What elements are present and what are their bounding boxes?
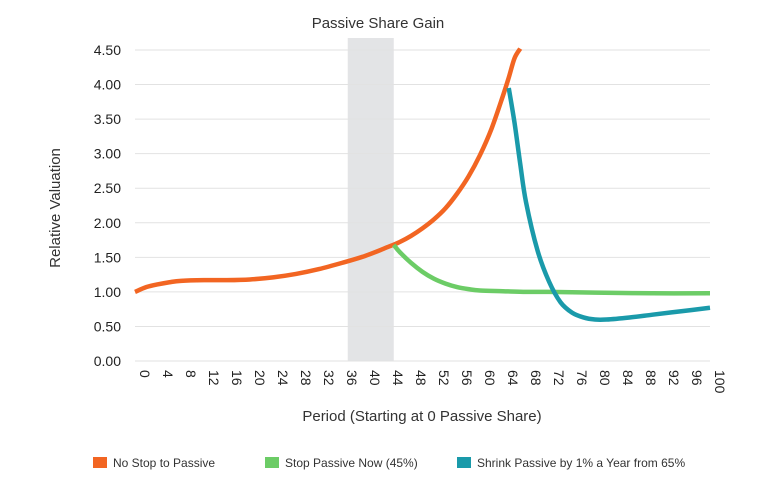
x-axis-ticks: 0 4 8 12 16 20 24 28 32 36 40 44 48 52 56 60 64 68 72 76 80 8… (137, 370, 728, 394)
x-tick-label: 0 (137, 370, 153, 378)
x-axis-label: Period (Starting at 0 Passive Share) (302, 408, 541, 425)
x-tick-label: 4 (160, 370, 176, 378)
series-line-3 (506, 87, 711, 323)
x-tick-label: 36 (344, 370, 360, 386)
series-line-1 (134, 47, 523, 294)
legend-swatch-2 (265, 457, 279, 468)
x-tick-label: 32 (321, 370, 337, 386)
x-tick-label: 92 (666, 370, 682, 386)
legend-swatch-1 (93, 457, 107, 468)
chart-title: Passive Share Gain (312, 15, 445, 32)
y-tick-label: 3.50 (94, 111, 121, 127)
x-tick-label: 68 (528, 370, 544, 386)
legend-swatch-3 (457, 457, 471, 468)
x-tick-label: 28 (298, 370, 314, 386)
x-tick-label: 88 (643, 370, 659, 386)
x-tick-label: 84 (620, 370, 636, 386)
x-tick-label: 80 (597, 370, 613, 386)
x-tick-label: 96 (689, 370, 705, 386)
x-tick-label: 100 (712, 370, 728, 394)
x-tick-label: 16 (229, 370, 245, 386)
legend-label-2: Stop Passive Now (45%) (285, 456, 418, 470)
x-tick-label: 48 (413, 370, 429, 386)
gridlines (135, 49, 710, 362)
x-tick-label: 56 (459, 370, 475, 386)
series-line-2 (391, 243, 711, 296)
legend-label-1: No Stop to Passive (113, 456, 215, 470)
legend-label-3: Shrink Passive by 1% a Year from 65% (477, 456, 685, 470)
y-tick-label: 4.00 (94, 77, 121, 93)
x-tick-label: 44 (390, 370, 406, 386)
legend: No Stop to Passive Stop Passive Now (45%)… (93, 456, 685, 470)
shaded-region (347, 38, 394, 361)
x-tick-label: 64 (505, 370, 521, 386)
x-tick-label: 40 (367, 370, 383, 386)
series-lines (134, 47, 711, 323)
y-tick-label: 0.00 (94, 353, 121, 369)
y-tick-label: 1.50 (94, 249, 121, 265)
y-axis-ticks: 0.00 0.50 1.00 1.50 2.00 2.50 3.00 3.50 4.00 4.50 (94, 42, 121, 369)
y-tick-label: 4.50 (94, 42, 121, 58)
y-tick-label: 2.50 (94, 180, 121, 196)
x-tick-label: 52 (436, 370, 452, 386)
y-axis-label: Relative Valuation (47, 148, 64, 268)
y-tick-label: 0.50 (94, 318, 121, 334)
x-tick-label: 60 (482, 370, 498, 386)
y-tick-label: 3.00 (94, 146, 121, 162)
shaded-region-layer (347, 38, 394, 361)
y-tick-label: 1.00 (94, 284, 121, 300)
x-tick-label: 12 (206, 370, 222, 386)
y-tick-label: 2.00 (94, 215, 121, 231)
x-tick-label: 76 (574, 370, 590, 386)
x-tick-label: 8 (183, 370, 199, 378)
x-tick-label: 72 (551, 370, 567, 386)
x-tick-label: 20 (252, 370, 268, 386)
x-tick-label: 24 (275, 370, 291, 386)
